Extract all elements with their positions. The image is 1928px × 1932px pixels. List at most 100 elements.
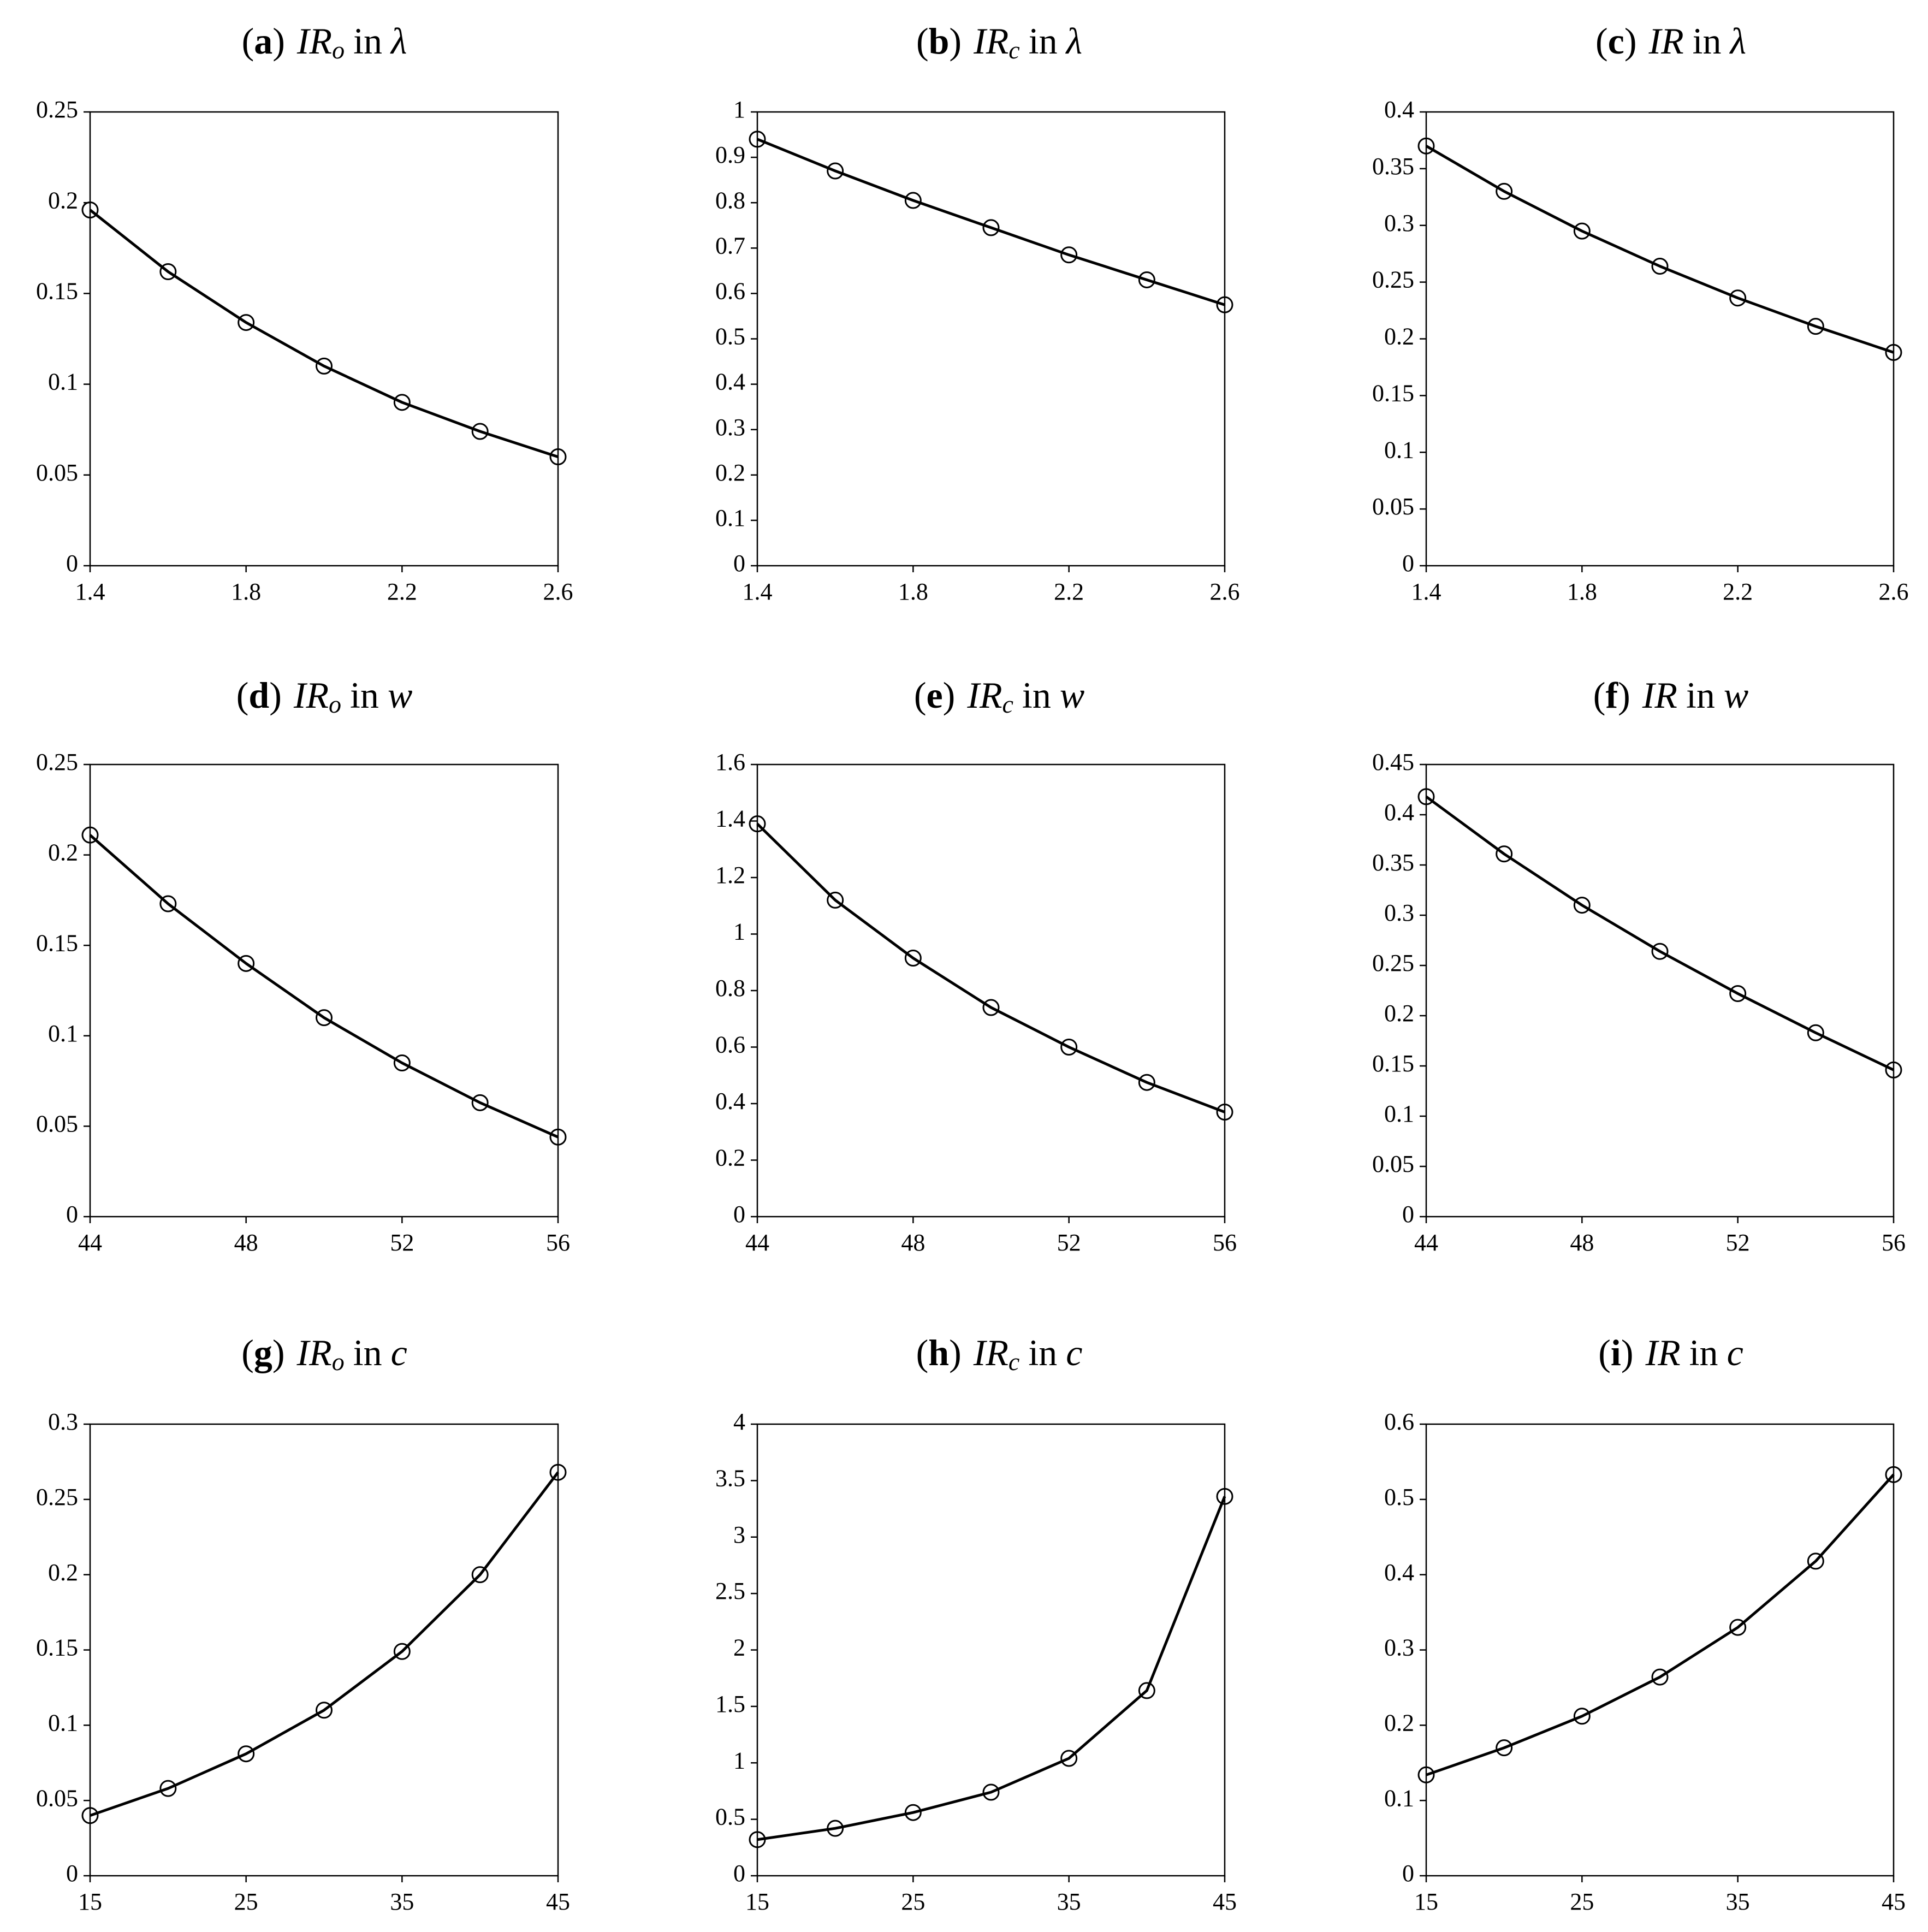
y-tick-label: 0.05 [36,1110,78,1137]
data-point-marker [1651,943,1669,960]
series-line [1426,1473,1895,1776]
series-line [89,209,559,458]
data-point-marker [159,1780,177,1797]
panel-e: (e) IRc in w 0 0.2 0.4 0.6 0.8 1 1.2 1.4 1.6 44 48 52 56 [715,674,1237,1256]
y-tick-label: 0.15 [1372,1050,1414,1077]
x-tick-label: 35 [1726,1888,1750,1915]
data-point-marker [1216,1104,1233,1121]
x-tick-label: 2.6 [543,578,573,605]
x-tick-label: 44 [78,1229,102,1256]
data-point-marker [238,955,255,972]
panel-title-g: (g) IRo in c [241,1332,407,1376]
y-tick-label: 3 [733,1521,745,1548]
title-open: ( [1595,20,1608,62]
panel-g: (g) IRo in c 0 0.05 0.1 0.15 0.2 0.25 0.3 15 25 35 45 [36,1332,570,1915]
y-tick-label: 0.5 [715,1804,745,1830]
x-tick-label: 2.2 [387,578,417,605]
y-tick-label: 1.5 [715,1691,745,1717]
title-variable: λ [390,20,407,62]
x-tick-label: 2.6 [1210,578,1240,605]
title-close: ) [949,1332,962,1373]
panel-f: (f) IR in w 0 0.05 0.1 0.15 0.2 0.25 0.3 0.35 0.4 0.4… [1372,674,1906,1256]
title-connector: in [353,20,382,62]
x-tick-label: 1.8 [231,578,261,605]
data-point-marker [471,1094,489,1111]
series-line [756,822,1225,1113]
data-point-marker [1651,258,1669,275]
data-point-marker [549,448,567,466]
x-tick-label: 56 [1882,1229,1906,1256]
plot-area-frame [756,111,1226,567]
panel-title-c: (c) IR in λ [1595,20,1746,62]
x-tick-label: 25 [234,1888,258,1915]
series-line [757,1496,1226,1841]
y-tick-label: 0 [66,1860,78,1887]
x-tick-label: 48 [1570,1229,1594,1256]
y-tick-label: 0.1 [1384,1785,1414,1811]
panel-a: (a) IRo in λ 0 0.05 0.1 0.15 0.2 0.25 1.4 1.8 2.2 2.6 [36,20,573,605]
panel-i: (i) IR in c 0 0.1 0.2 0.3 0.4 0.5 0.6 15 25 35 45 [1384,1332,1906,1915]
y-tick-label: 0 [733,550,745,577]
title-quantity: IR [1645,1332,1680,1373]
title-subscript: o [329,690,341,718]
data-point-marker [1885,343,1902,361]
data-point-marker [471,423,489,440]
x-tick-label: 45 [546,1888,570,1915]
title-open: ( [1598,1332,1611,1373]
x-tick-label: 44 [745,1229,769,1256]
x-tick-label: 2.2 [1054,578,1084,605]
y-tick-label: 3.5 [715,1465,745,1491]
title-connector: in [1028,1332,1057,1373]
x-tick-label: 35 [1057,1888,1081,1915]
data-point-marker [1729,1619,1747,1636]
data-point-marker [1807,1552,1824,1570]
title-open: ( [236,674,249,716]
title-subscript: c [1009,1348,1019,1376]
title-close: ) [1624,20,1637,62]
data-point-marker [316,357,333,375]
y-tick-label: 0 [66,550,78,577]
data-point-marker [1417,137,1435,155]
title-variable: λ [1065,20,1082,62]
title-open: ( [914,674,927,716]
title-quantity: IR [973,20,1009,62]
title-close: ) [269,674,282,716]
plot-area-frame [89,763,559,1218]
y-tick-label: 0.25 [36,96,78,123]
y-tick-label: 0.45 [1372,749,1414,775]
title-letter: e [926,674,942,716]
data-point-marker [1060,1750,1078,1767]
y-tick-label: 0.25 [1372,950,1414,976]
panel-title-e: (e) IRc in w [914,674,1084,718]
title-variable: c [391,1332,407,1373]
x-tick-label: 25 [1570,1888,1594,1915]
data-point-marker [904,949,922,967]
y-tick-label: 0.2 [48,187,78,214]
y-tick-label: 0.1 [48,1709,78,1736]
y-tick-label: 0.3 [1384,899,1414,926]
plot-area-frame [1425,1423,1895,1877]
y-tick-label: 0.2 [715,1145,745,1171]
data-point-marker [549,1463,567,1481]
y-tick-label: 0.4 [1384,799,1414,826]
x-tick-label: 52 [390,1229,414,1256]
y-tick-label: 0.2 [1384,1709,1414,1736]
title-quantity: IR [966,674,1002,716]
title-connector: in [1022,674,1051,716]
y-tick-label: 0.05 [36,459,78,486]
y-tick-label: 0.2 [48,1559,78,1586]
data-point-marker [982,219,1000,236]
y-tick-label: 0.2 [48,839,78,866]
y-tick-label: 0.05 [36,1785,78,1811]
x-tick-label: 15 [78,1888,102,1915]
panel-title-h: (h) IRc in c [916,1332,1083,1376]
y-tick-label: 0.6 [715,277,745,304]
y-tick-label: 0 [733,1860,745,1887]
data-point-marker [1216,296,1233,313]
y-tick-label: 0.15 [36,929,78,956]
y-tick-label: 0.2 [715,459,745,486]
title-variable: w [388,674,412,716]
data-point-marker [1807,1024,1824,1041]
data-point-marker [749,1831,766,1848]
panel-c: (c) IR in λ 0 0.05 0.1 0.15 0.2 0.25 0.3 0.35 0.4 1.4… [1372,20,1909,605]
